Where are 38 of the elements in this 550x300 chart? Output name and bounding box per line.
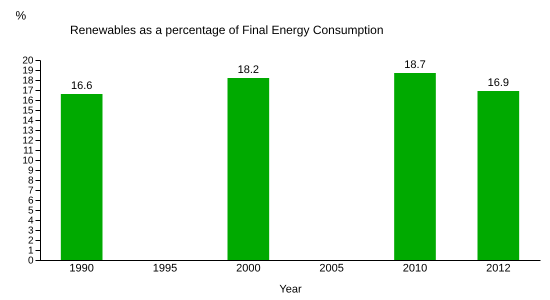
bar xyxy=(60,94,102,260)
y-tick-label: 3 xyxy=(28,226,34,236)
y-tick-label: 4 xyxy=(28,216,34,226)
y-tick-label: 19 xyxy=(22,66,34,76)
y-tick-label: 12 xyxy=(22,136,34,146)
bar xyxy=(478,91,520,260)
x-tick-label: 2012 xyxy=(486,262,511,274)
y-tick-label: 2 xyxy=(28,236,34,246)
y-tick-label: 0 xyxy=(28,256,34,266)
bar xyxy=(394,73,436,260)
y-tick-label: 18 xyxy=(22,76,34,86)
y-tick-label: 14 xyxy=(22,116,34,126)
y-tick-label: 7 xyxy=(28,186,34,196)
x-tick-label: 2005 xyxy=(319,262,344,274)
y-tick-label: 17 xyxy=(22,86,34,96)
x-tick-label: 1995 xyxy=(152,262,178,274)
x-tick-label: 2000 xyxy=(236,262,261,274)
y-tick-label: 8 xyxy=(28,176,34,186)
x-axis-title: Year xyxy=(279,284,302,296)
y-tick-label: 1 xyxy=(28,246,34,256)
data-label: 16.9 xyxy=(488,77,510,89)
data-label: 16.6 xyxy=(70,80,92,92)
y-tick-label: 5 xyxy=(28,206,34,216)
chart-title: Renewables as a percentage of Final Energy Consumption xyxy=(70,23,384,37)
x-tick-label: 2010 xyxy=(402,262,428,274)
data-label: 18.2 xyxy=(238,64,260,76)
data-label: 18.7 xyxy=(404,59,426,71)
y-tick-label: 15 xyxy=(22,106,34,116)
x-tick-label: 1990 xyxy=(69,262,94,274)
y-tick-label: 10 xyxy=(22,156,34,166)
y-axis-title: % xyxy=(16,8,26,22)
bar xyxy=(228,78,270,260)
y-tick-label: 9 xyxy=(28,166,34,176)
y-tick-label: 6 xyxy=(28,196,34,206)
y-tick-label: 11 xyxy=(23,146,34,156)
y-tick-label: 16 xyxy=(22,96,34,106)
y-tick-label: 13 xyxy=(22,126,34,136)
y-tick-label: 20 xyxy=(22,56,34,66)
